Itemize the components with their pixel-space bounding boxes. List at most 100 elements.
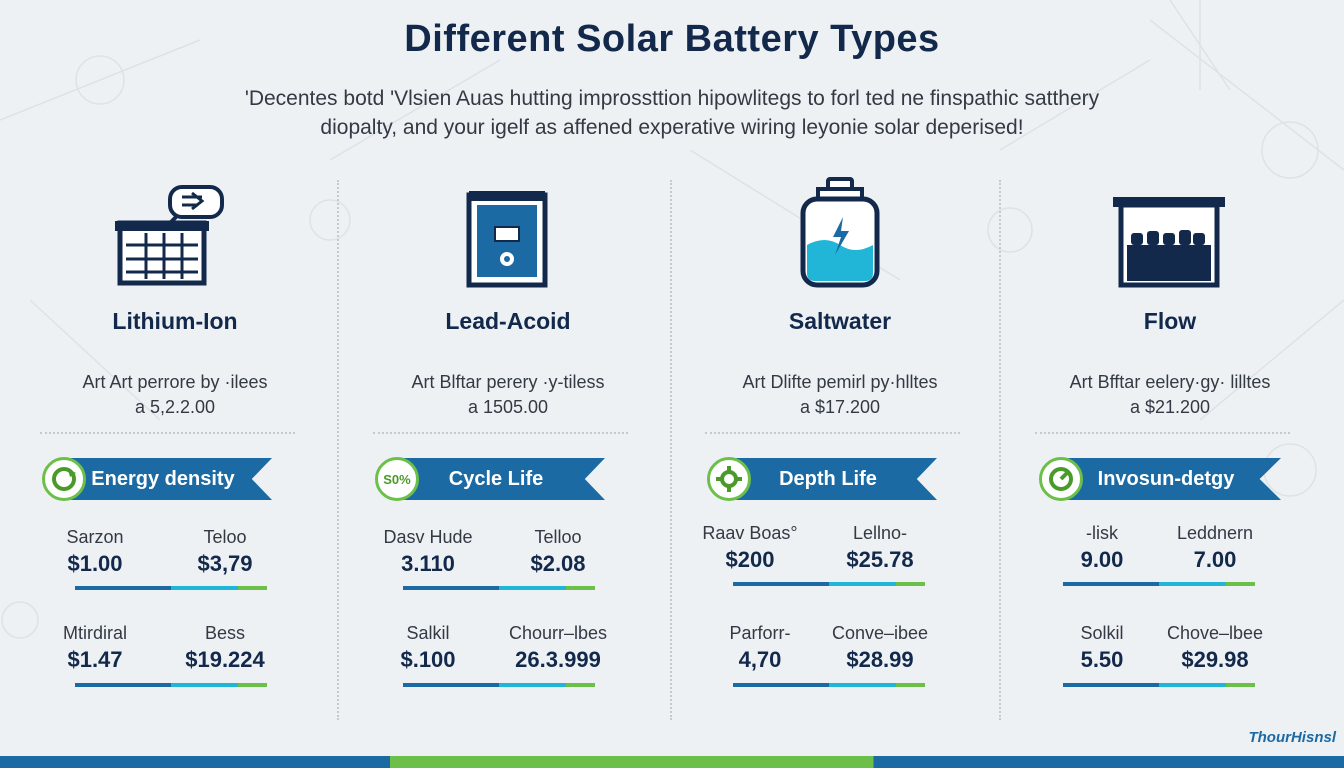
stat-value: $1.00 [67,551,123,576]
stat-value: $2.08 [530,551,586,576]
battery-column-lead-acid: Lead-Acoid Art Blftar perery ·y-tiless a… [363,175,653,687]
description-line: Art Dlifte pemirl py·hlltes [742,372,938,392]
stat-label: Dasv Hude [383,527,473,547]
metric-ribbon: Energy density [42,457,272,502]
stat-item: Chourr–lbes 26.3.999 [503,623,613,675]
stat-item: Solkil 5.50 [1047,623,1157,675]
battery-description: Art Art perrore by ·ilees a 5,2.2.00 [30,370,320,420]
stat-item: Bess $19.224 [170,623,280,675]
stat-item: Lellno- $25.78 [825,523,935,575]
metric-ribbon: Cycle Life S0% [375,457,605,502]
stat-label: Raav Boas° [702,523,798,543]
subtitle-line-1: 'Decentes botd 'Vlsien Auas hutting impr… [244,87,1100,110]
stat-label: Telloo [534,527,582,547]
stat-bar [75,683,267,687]
stat-label: Bess [204,623,246,643]
stat-bar [1063,683,1255,687]
ribbon-banner [403,458,605,500]
stat-item: Sarzon $1.00 [40,527,150,579]
section-divider [705,432,960,434]
battery-name: Flow [1143,308,1197,334]
ribbon-label: Cycle Life [448,468,544,490]
stat-bar [403,683,595,687]
stat-item: Parforr- 4,70 [705,623,815,675]
stat-label: Lellno- [852,523,908,543]
flow-battery-icon [1113,197,1225,288]
battery-column-flow: Flow Art Bfftar eelery·gy· lilltes a $21… [1025,175,1315,687]
ribbon-label: Depth Life [779,468,877,490]
stat-bar [733,582,925,586]
description-price: a $17.200 [799,397,881,417]
stat-item: Dasv Hude 3.110 [373,527,483,579]
brand-logo-text: ThourHisnsl [1248,729,1336,746]
lithium-battery-icon [115,185,224,286]
battery-description: Art Dlifte pemirl py·hlltes a $17.200 [695,370,985,420]
section-divider [40,432,295,434]
battery-description: Art Blftar perery ·y-tiless a 1505.00 [363,370,653,420]
stat-value: 5.50 [1080,647,1124,672]
battery-name: Lead-Acoid [445,308,571,334]
stat-bar [1063,582,1255,586]
section-divider [373,432,628,434]
gauge-icon [1039,457,1083,501]
description-line: Art Blftar perery ·y-tiless [411,372,605,392]
stat-item: Chove–lbee $29.98 [1160,623,1270,675]
ribbon-banner [1067,458,1281,500]
gear-icon [707,457,751,501]
stat-item: Raav Boas° $200 [695,523,805,575]
stat-item: Mtirdiral $1.47 [40,623,150,675]
stat-item: Conve–ibee $28.99 [825,623,935,675]
footer-stripe [0,756,1344,768]
page-title: Different Solar Battery Types [404,18,940,60]
column-divider [670,180,672,720]
saltwater-battery-icon [800,177,880,288]
description-price: a 1505.00 [467,397,549,417]
stat-value: $29.98 [1181,647,1249,672]
stat-value: $3,79 [197,551,253,576]
description-price: a 5,2.2.00 [134,397,216,417]
stat-label: Sarzon [66,527,124,547]
stat-value: $25.78 [846,547,914,572]
stat-value: 4,70 [738,647,782,672]
stat-label: Leddnern [1176,523,1254,543]
recycle-icon [42,457,86,501]
subtitle-line-2: diopalty, and your igelf as affened expe… [320,116,1024,139]
stat-value: $1.47 [67,647,123,672]
ribbon-banner [735,458,937,500]
stat-value: 9.00 [1080,547,1124,572]
battery-column-saltwater: Saltwater Art Dlifte pemirl py·hlltes a … [695,175,985,687]
stat-label: Teloo [203,527,247,547]
stat-value: $28.99 [846,647,914,672]
stat-value: $.100 [400,647,456,672]
column-divider [337,180,339,720]
description-price: a $21.200 [1129,397,1211,417]
battery-name: Lithium-Ion [112,308,238,334]
stat-value: $19.224 [185,647,265,672]
description-line: Art Bfftar eelery·gy· lilltes [1069,372,1271,392]
battery-column-lithium-ion: Lithium-Ion Art Art perrore by ·ilees a … [30,175,320,687]
stat-value: $200 [725,547,775,572]
ribbon-label: Invosun-detgy [1097,468,1235,490]
column-divider [999,180,1001,720]
stat-label: Parforr- [729,623,791,643]
stat-item: Leddnern 7.00 [1160,523,1270,575]
stat-label: Mtirdiral [62,623,127,643]
battery-description: Art Bfftar eelery·gy· lilltes a $21.200 [1025,370,1315,420]
metric-ribbon: Invosun-detgy [1039,457,1281,502]
stat-item: -lisk 9.00 [1047,523,1157,575]
description-line: Art Art perrore by ·ilees [82,372,268,392]
ribbon-banner [70,458,272,500]
stat-value: 7.00 [1193,547,1237,572]
stat-label: Solkil [1080,623,1124,643]
stat-label: Conve–ibee [831,623,929,643]
percent-badge-icon: S0% [375,457,419,501]
stat-bar [733,683,925,687]
stat-value: 26.3.999 [515,647,601,672]
stat-label: Chourr–lbes [508,623,608,643]
stat-item: Teloo $3,79 [170,527,280,579]
stat-label: Chove–lbee [1166,623,1264,643]
stat-bar [75,586,267,590]
stat-label: Salkil [406,623,450,643]
page-subtitle: 'Decentes botd 'Vlsien Auas hutting impr… [150,84,1194,142]
battery-name: Saltwater [788,308,892,334]
